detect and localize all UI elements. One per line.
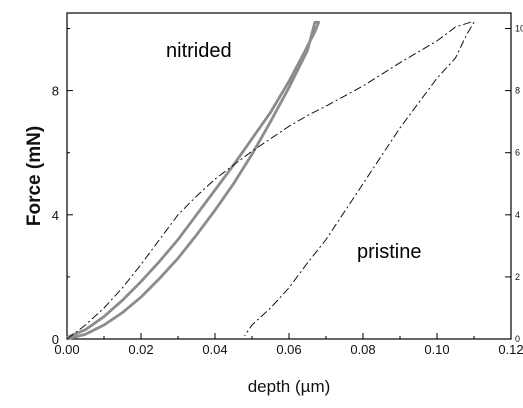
y-tick-label-right: 6 (515, 148, 520, 158)
y-axis-title: Force (mN) (24, 126, 45, 226)
y-tick-label-left: 4 (52, 208, 59, 223)
x-tick-label: 0.06 (276, 342, 301, 357)
y-tick-label-left: 0 (52, 332, 59, 347)
y-tick-label-right: 10 (515, 24, 523, 34)
y-tick-label-right: 4 (515, 210, 520, 220)
y-tick-label-right: 2 (515, 272, 520, 282)
series-line-nitrided (66, 20, 320, 341)
x-tick-label: 0.00 (54, 342, 79, 357)
x-tick-label: 0.02 (128, 342, 153, 357)
y-tick-label-left: 8 (52, 84, 59, 99)
x-tick-label: 0.08 (350, 342, 375, 357)
y-tick-label-right: 8 (515, 86, 520, 96)
series-layer (66, 20, 475, 341)
x-axis-title: depth (µm) (248, 377, 331, 396)
series-line-pristine (66, 21, 475, 340)
y-tick-label-right: 0 (515, 334, 520, 344)
annotation-pristine: pristine (357, 241, 421, 263)
x-tick-label: 0.10 (424, 342, 449, 357)
annotation-nitrided: nitrided (166, 40, 232, 62)
x-tick-label: 0.12 (498, 342, 523, 357)
x-tick-label: 0.04 (202, 342, 227, 357)
